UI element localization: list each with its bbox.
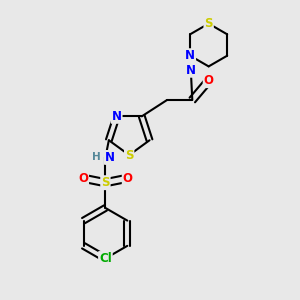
Text: O: O — [204, 74, 214, 87]
Text: N: N — [112, 110, 122, 123]
Text: O: O — [78, 172, 88, 185]
Text: S: S — [125, 148, 134, 162]
Text: N: N — [185, 49, 195, 62]
Text: N: N — [186, 64, 196, 77]
Text: Cl: Cl — [99, 252, 112, 265]
Text: H: H — [92, 152, 101, 162]
Text: S: S — [101, 176, 110, 189]
Text: N: N — [105, 151, 115, 164]
Text: O: O — [123, 172, 133, 185]
Text: S: S — [204, 17, 213, 30]
